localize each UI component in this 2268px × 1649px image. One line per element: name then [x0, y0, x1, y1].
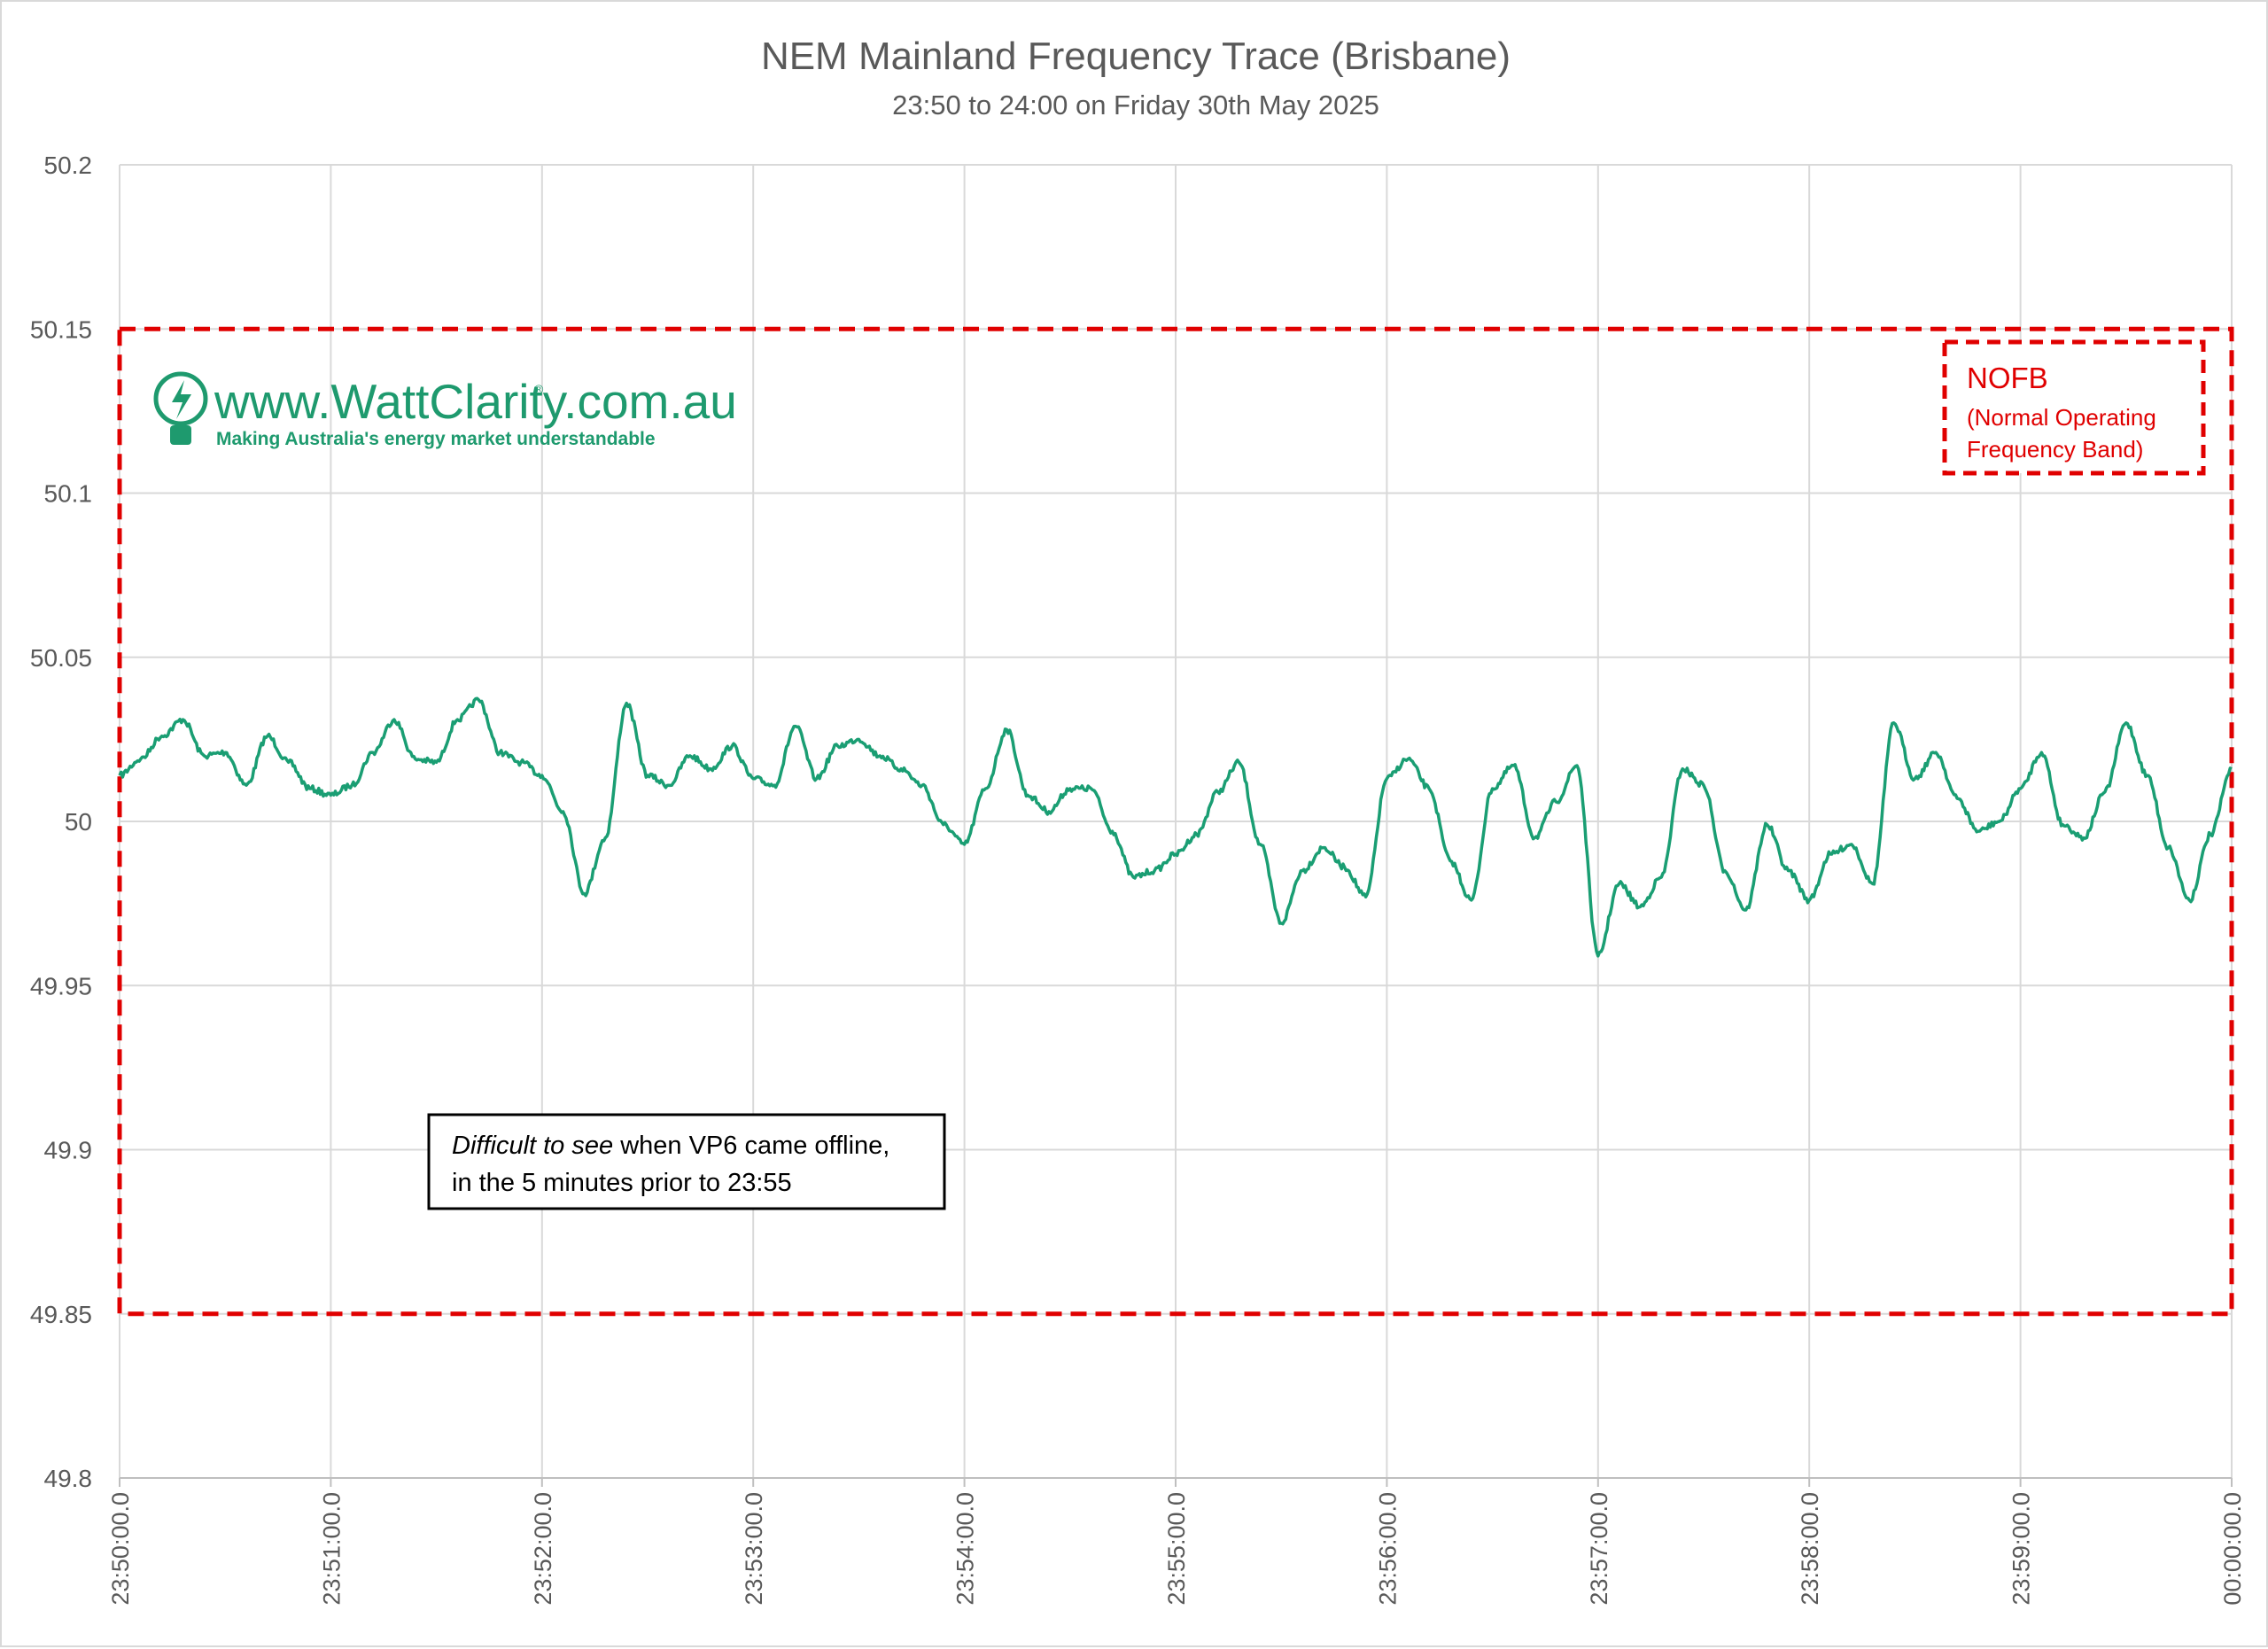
y-tick-label: 50.1: [44, 480, 93, 508]
nofb-label-box: NOFB (Normal Operating Frequency Band): [1942, 339, 2206, 476]
y-tick-label: 49.8: [44, 1465, 93, 1492]
nofb-label-title: NOFB: [1967, 362, 2048, 394]
x-tick-label: 23:56:00.0: [1374, 1492, 1401, 1606]
y-tick-label: 50.05: [30, 644, 92, 672]
y-tick-labels: 49.8 49.85 49.9 49.95 50 50.05 50.1 50.15 50.2: [30, 152, 92, 1492]
note-italic-text: Difficult to see: [452, 1132, 613, 1160]
x-tick-label: 23:50:00.0: [107, 1492, 134, 1606]
y-tick-label: 50.15: [30, 315, 92, 343]
x-tick-label: 23:54:00.0: [952, 1492, 979, 1606]
chart-title: NEM Mainland Frequency Trace (Brisbane): [761, 35, 1511, 78]
x-tick-label: 00:00:00.0: [2219, 1492, 2246, 1606]
x-tick-label: 23:53:00.0: [741, 1492, 767, 1606]
x-tick-label: 23:59:00.0: [2008, 1492, 2035, 1606]
gridlines: [119, 164, 2233, 1479]
logo-name: www.WattClarity.com.au: [214, 374, 737, 429]
x-tick-label: 23:58:00.0: [1797, 1492, 1823, 1606]
y-tick-label: 49.9: [44, 1137, 93, 1164]
logo-tagline: Making Australia's energy market underst…: [216, 429, 656, 449]
axes: [119, 1477, 2233, 1487]
nofb-label-line1: (Normal Operating: [1967, 404, 2156, 431]
lightbulb-bolt-icon: [153, 371, 208, 445]
logo-registered-mark: ®: [534, 382, 544, 396]
y-tick-label: 49.95: [30, 972, 92, 1000]
series-line-frequency: [118, 696, 2233, 958]
y-tick-label: 49.85: [30, 1301, 92, 1328]
nofb-label-line2: Frequency Band): [1967, 436, 2143, 463]
x-tick-label: 23:51:00.0: [318, 1492, 345, 1606]
x-tick-label: 23:55:00.0: [1163, 1492, 1190, 1606]
y-tick-label: 50: [65, 808, 92, 836]
note-line2: in the 5 minutes prior to 23:55: [452, 1169, 792, 1197]
x-tick-label: 23:52:00.0: [530, 1492, 556, 1606]
x-tick-label: 23:57:00.0: [1586, 1492, 1612, 1606]
annotation-note: Difficult to see when VP6 came offline, …: [427, 1113, 946, 1210]
y-tick-label: 50.2: [44, 152, 93, 179]
wattclarity-logo: www.WattClarity.com.au ® Making Australi…: [153, 371, 737, 449]
x-tick-labels: 23:50:00.0 23:51:00.0 23:52:00.0 23:53:00.0…: [107, 1492, 2246, 1606]
note-rest-text: when VP6 came offline,: [613, 1132, 889, 1160]
chart-subtitle: 23:50 to 24:00 on Friday 30th May 2025: [892, 89, 1379, 121]
svg-text:Difficult to see when VP6 came: Difficult to see when VP6 came offline,: [452, 1132, 889, 1160]
nofb-band-box: [117, 326, 2234, 1317]
